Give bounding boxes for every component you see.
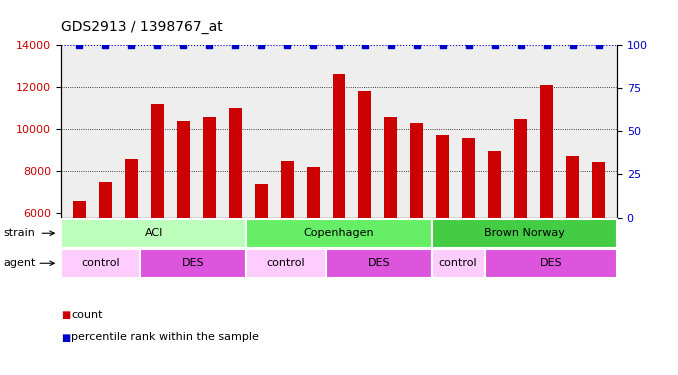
Point bbox=[437, 42, 448, 48]
Point bbox=[515, 42, 526, 48]
Bar bbox=[515, 118, 527, 339]
Point bbox=[125, 42, 136, 48]
Bar bbox=[488, 151, 501, 339]
Point bbox=[203, 42, 214, 48]
Point bbox=[256, 42, 266, 48]
Point bbox=[230, 42, 241, 48]
Bar bbox=[410, 123, 424, 339]
Point bbox=[359, 42, 370, 48]
Bar bbox=[254, 184, 268, 339]
Bar bbox=[177, 121, 190, 339]
Text: strain: strain bbox=[3, 228, 35, 238]
Text: Brown Norway: Brown Norway bbox=[484, 228, 565, 238]
Point bbox=[152, 42, 163, 48]
Bar bbox=[228, 108, 241, 339]
Bar bbox=[151, 104, 163, 339]
Bar bbox=[306, 167, 319, 339]
Text: control: control bbox=[266, 258, 305, 268]
Text: agent: agent bbox=[3, 258, 36, 268]
Text: control: control bbox=[439, 258, 477, 268]
Point bbox=[412, 42, 422, 48]
Bar bbox=[540, 85, 553, 339]
Bar bbox=[566, 156, 579, 339]
Point bbox=[464, 42, 475, 48]
Bar bbox=[99, 182, 112, 339]
Point bbox=[334, 42, 344, 48]
Point bbox=[542, 42, 553, 48]
Bar bbox=[203, 117, 216, 339]
Point bbox=[74, 42, 85, 48]
Text: ■: ■ bbox=[61, 310, 71, 320]
Point bbox=[567, 42, 578, 48]
Point bbox=[490, 42, 500, 48]
Text: ■: ■ bbox=[61, 333, 71, 342]
Text: control: control bbox=[81, 258, 120, 268]
Point bbox=[281, 42, 292, 48]
Bar bbox=[125, 159, 138, 339]
Text: DES: DES bbox=[182, 258, 205, 268]
Text: DES: DES bbox=[540, 258, 562, 268]
Point bbox=[308, 42, 319, 48]
Bar bbox=[73, 201, 85, 339]
Point bbox=[593, 42, 604, 48]
Text: Copenhagen: Copenhagen bbox=[304, 228, 374, 238]
Text: percentile rank within the sample: percentile rank within the sample bbox=[71, 333, 259, 342]
Point bbox=[386, 42, 397, 48]
Bar bbox=[462, 138, 475, 339]
Bar bbox=[437, 135, 450, 339]
Text: GDS2913 / 1398767_at: GDS2913 / 1398767_at bbox=[61, 20, 223, 34]
Bar bbox=[593, 162, 605, 339]
Bar bbox=[359, 91, 372, 339]
Text: ACI: ACI bbox=[144, 228, 163, 238]
Bar bbox=[384, 117, 397, 339]
Bar bbox=[332, 75, 346, 339]
Text: count: count bbox=[71, 310, 102, 320]
Point bbox=[100, 42, 111, 48]
Bar bbox=[281, 161, 294, 339]
Point bbox=[178, 42, 188, 48]
Text: DES: DES bbox=[367, 258, 390, 268]
